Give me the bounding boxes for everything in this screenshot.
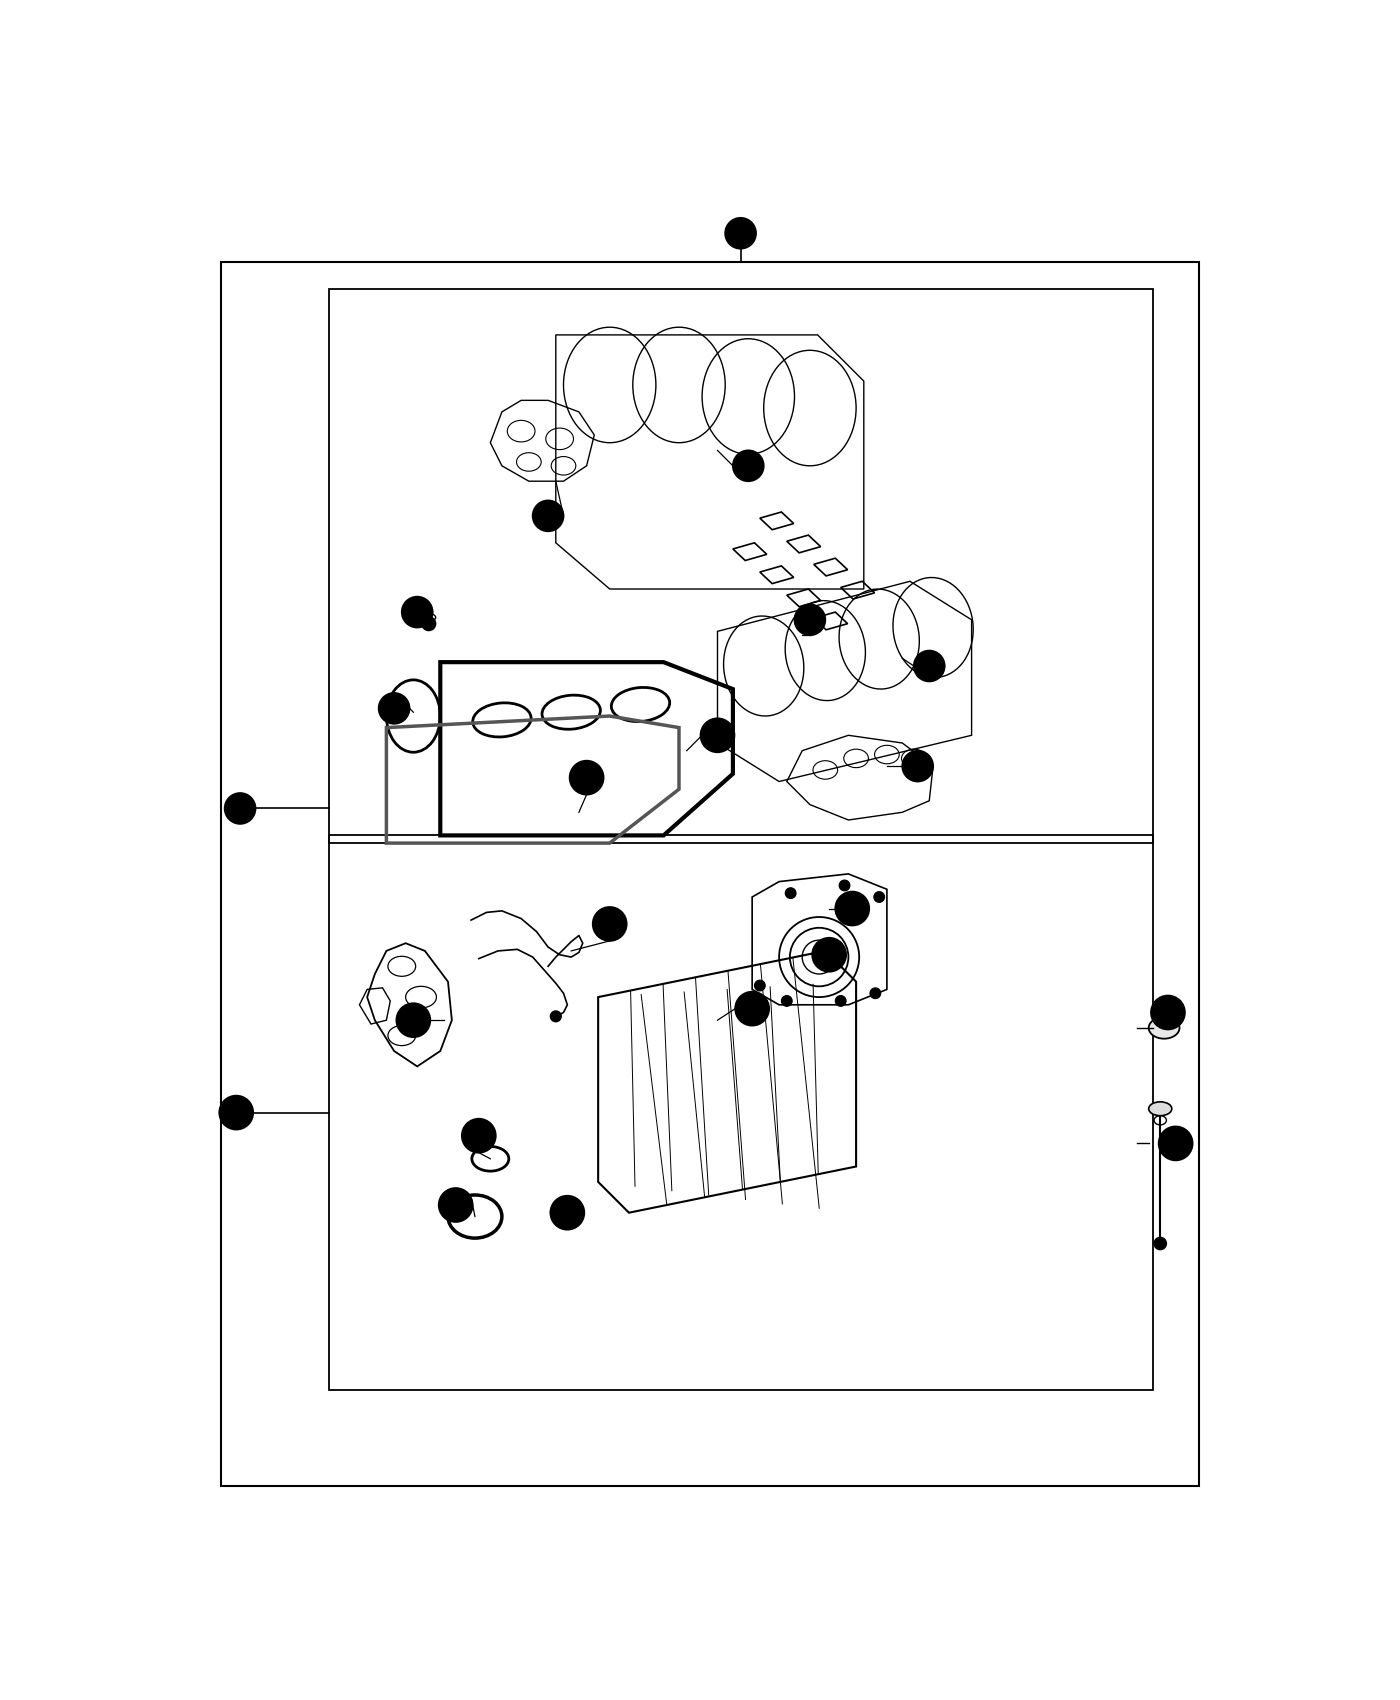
Text: 12: 12 [224,1103,249,1122]
Circle shape [914,651,945,682]
Circle shape [462,1119,496,1153]
Circle shape [396,1003,430,1037]
Circle shape [836,996,846,1006]
Circle shape [224,794,255,824]
Circle shape [1154,1238,1166,1250]
Text: 11: 11 [575,768,598,787]
Ellipse shape [1148,1017,1179,1039]
Text: 20: 20 [556,1204,578,1222]
Circle shape [550,1012,561,1022]
Text: 15: 15 [841,899,864,918]
Text: 9: 9 [911,756,924,775]
Text: 8: 8 [924,656,935,675]
Text: 13: 13 [402,1012,424,1028]
Text: 7: 7 [804,610,816,629]
Text: 21: 21 [1155,1003,1180,1022]
Circle shape [725,218,756,248]
Circle shape [735,991,769,1025]
Text: 1: 1 [735,224,746,243]
Circle shape [812,938,846,972]
Ellipse shape [421,614,435,620]
Circle shape [550,1195,584,1229]
Circle shape [781,996,792,1006]
Circle shape [1151,996,1184,1030]
Text: 4: 4 [412,604,423,620]
Circle shape [903,751,932,782]
Text: 6: 6 [742,457,755,474]
Circle shape [592,908,627,940]
Circle shape [839,881,850,891]
Text: 14: 14 [598,915,622,933]
Circle shape [402,597,433,627]
Circle shape [785,887,797,899]
Text: 18: 18 [468,1127,490,1144]
Circle shape [220,1096,253,1129]
Text: 22: 22 [1163,1134,1189,1153]
Circle shape [795,605,826,636]
Text: 2: 2 [234,799,246,818]
Circle shape [560,1212,575,1227]
Circle shape [570,760,603,794]
Circle shape [734,450,764,481]
Ellipse shape [1148,1102,1172,1115]
Circle shape [532,500,563,532]
Circle shape [1159,1127,1193,1161]
Text: 17: 17 [741,1000,763,1018]
Circle shape [836,891,869,925]
Text: 16: 16 [818,945,840,964]
Circle shape [755,981,766,991]
Circle shape [438,1188,473,1222]
Circle shape [874,891,885,903]
Text: 5: 5 [542,507,554,525]
Text: 3: 3 [388,699,400,717]
Bar [329,835,1152,1391]
Circle shape [869,988,881,998]
Circle shape [421,617,435,631]
Bar [329,289,1152,843]
Circle shape [378,694,409,724]
Text: 10: 10 [706,726,729,745]
Text: 19: 19 [444,1197,468,1214]
Circle shape [700,719,735,751]
